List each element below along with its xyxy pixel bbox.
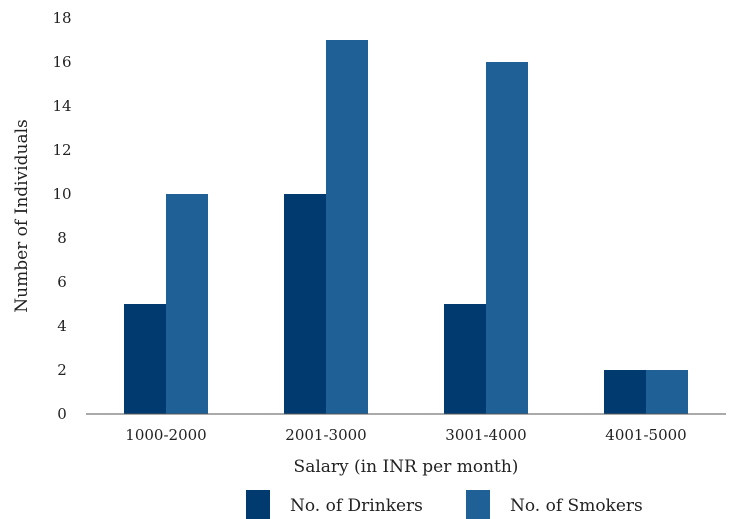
- x-axis-ticks: 1000-2000 2001-3000 3001-4000 4001-5000: [125, 426, 686, 444]
- y-axis-ticks: 0 2 4 6 8 10 12 14 16 18: [52, 9, 71, 423]
- x-axis-title: Salary (in INR per month): [294, 457, 519, 477]
- bar-drinkers-3001-4000: [444, 304, 486, 414]
- x-tick-label: 1000-2000: [125, 426, 206, 444]
- bar-smokers-4001-5000: [646, 370, 688, 414]
- y-tick-label: 10: [52, 185, 71, 203]
- y-tick-label: 14: [52, 97, 71, 115]
- legend-swatch-drinkers: [246, 490, 270, 519]
- bar-drinkers-4001-5000: [604, 370, 646, 414]
- bar-smokers-3001-4000: [486, 62, 528, 414]
- bar-smokers-2001-3000: [326, 40, 368, 414]
- y-tick-label: 16: [52, 53, 71, 71]
- bar-drinkers-1000-2000: [124, 304, 166, 414]
- y-tick-label: 2: [57, 361, 67, 379]
- legend-label-smokers: No. of Smokers: [510, 496, 643, 516]
- x-tick-label: 4001-5000: [605, 426, 686, 444]
- bar-smokers-1000-2000: [166, 194, 208, 414]
- y-tick-label: 6: [57, 273, 67, 291]
- y-tick-label: 12: [52, 141, 71, 159]
- y-axis-title: Number of Individuals: [12, 119, 32, 313]
- x-tick-label: 3001-4000: [445, 426, 526, 444]
- legend-swatch-smokers: [466, 490, 490, 519]
- bar-drinkers-2001-3000: [284, 194, 326, 414]
- bars: [124, 40, 688, 414]
- y-tick-label: 18: [52, 9, 71, 27]
- y-tick-label: 4: [57, 317, 67, 335]
- y-tick-label: 8: [57, 229, 67, 247]
- legend: No. of Drinkers No. of Smokers: [246, 490, 643, 519]
- y-tick-label: 0: [57, 405, 67, 423]
- legend-label-drinkers: No. of Drinkers: [290, 496, 423, 516]
- x-tick-label: 2001-3000: [285, 426, 366, 444]
